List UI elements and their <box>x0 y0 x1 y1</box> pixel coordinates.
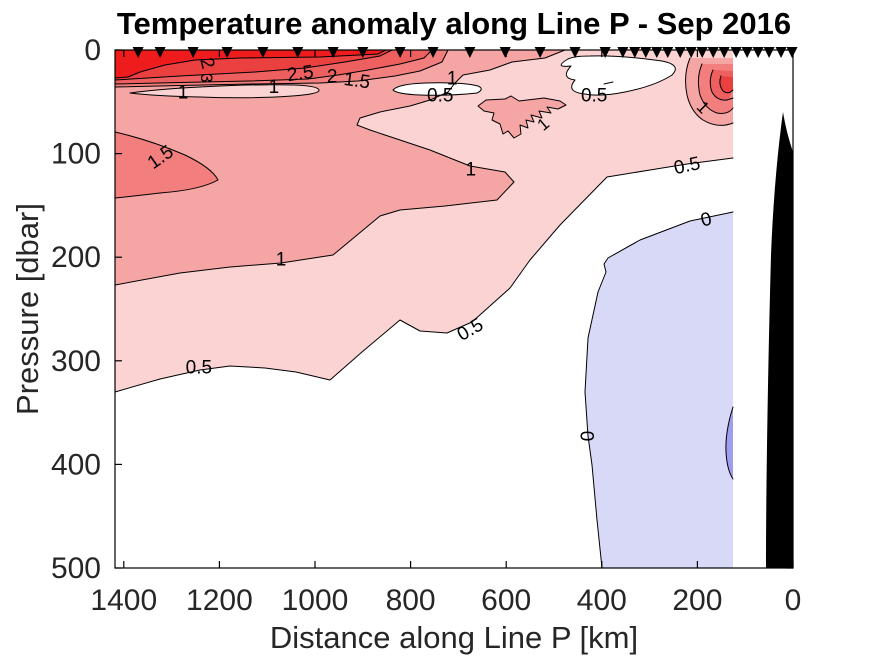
y-axis-label: Pressure [dbar] <box>10 203 45 415</box>
x-tick-labels: 1400 1200 1000 800 600 400 200 0 <box>90 584 801 617</box>
station-marker <box>499 47 511 58</box>
station-marker <box>707 47 719 58</box>
station-marker <box>394 47 406 58</box>
y-tick-labels: 0 100 200 300 400 500 <box>51 34 101 585</box>
contour-lens-white-2 <box>561 55 676 96</box>
contour-label: 0.5 <box>427 86 453 107</box>
station-marker <box>599 47 611 58</box>
contour-lines <box>114 49 734 569</box>
contour-blob-nearshore-2.5 <box>719 76 733 93</box>
x-tick-label: 0 <box>785 584 802 617</box>
station-marker <box>730 47 742 58</box>
station-marker <box>696 47 708 58</box>
plot-border <box>114 49 794 569</box>
station-marker <box>741 47 753 58</box>
station-marker <box>292 47 304 58</box>
contour-label: 1 <box>269 77 280 98</box>
contour-label: 0 <box>575 431 596 442</box>
station-marker <box>132 47 144 58</box>
station-marker <box>651 47 663 58</box>
chart-title: Temperature anomaly along Line P - Sep 2… <box>117 6 791 41</box>
station-marker <box>357 47 369 58</box>
x-tick-label: 1200 <box>186 584 253 617</box>
contour-label: 0.5 <box>581 86 607 107</box>
x-tick-label: 1400 <box>90 584 157 617</box>
y-tick-label: 200 <box>51 241 101 274</box>
station-marker <box>464 47 476 58</box>
station-marker <box>640 47 652 58</box>
y-tick-label: 500 <box>51 552 101 585</box>
contour-band-lt-neg0.5 <box>725 407 733 479</box>
x-tick-label: 800 <box>386 584 436 617</box>
station-marker <box>718 47 730 58</box>
y-tick-label: 400 <box>51 448 101 481</box>
contour-band-neg0.5-0 <box>585 212 733 568</box>
contour-label: 2 <box>195 55 218 71</box>
station-marker <box>617 47 629 58</box>
y-tick-label: 100 <box>51 138 101 171</box>
station-marker <box>662 47 674 58</box>
station-marker <box>534 47 546 58</box>
contour-label: 1 <box>178 83 189 104</box>
x-tick-label: 600 <box>481 584 531 617</box>
station-marker <box>327 47 339 58</box>
station-marker <box>569 47 581 58</box>
x-tick-label: 1000 <box>282 584 349 617</box>
bathymetry-wedge <box>766 112 793 568</box>
contour-label: 1 <box>447 69 458 90</box>
station-marker <box>674 47 686 58</box>
contour-label: 3 <box>197 73 216 82</box>
contour-label: 0.5 <box>186 358 212 379</box>
contour-blob-1.5-offshore <box>115 132 218 198</box>
station-marker <box>752 47 764 58</box>
contour-lens-white-1 <box>393 82 482 96</box>
contour-label: 1 <box>466 160 477 181</box>
contour-label: 0 <box>698 209 714 232</box>
contour-lens-light <box>130 84 320 98</box>
x-tick-label: 200 <box>672 584 722 617</box>
contour-label: 1.5 <box>342 69 371 93</box>
x-tick-label: 400 <box>577 584 627 617</box>
contour-label: 2 <box>327 67 338 88</box>
y-tick-label: 0 <box>84 34 101 67</box>
station-marker <box>257 47 269 58</box>
station-marker <box>775 47 787 58</box>
contour-label: 2.5 <box>286 62 315 86</box>
contour-label: 1 <box>276 250 287 271</box>
station-marker <box>154 47 166 58</box>
station-marker <box>427 47 439 58</box>
contour-patch-1-mid <box>478 96 566 138</box>
station-markers <box>132 47 798 58</box>
y-tick-label: 300 <box>51 345 101 378</box>
x-axis-label: Distance along Line P [km] <box>270 620 638 655</box>
axes: 1400 1200 1000 800 600 400 200 0 01002003004005… <box>51 34 801 617</box>
station-marker <box>221 47 233 58</box>
station-marker <box>786 47 798 58</box>
station-marker <box>629 47 641 58</box>
station-marker <box>187 47 199 58</box>
contour-band-1-1.5 <box>115 50 565 285</box>
station-marker <box>763 47 775 58</box>
contour-fills <box>115 50 733 568</box>
station-marker <box>685 47 697 58</box>
